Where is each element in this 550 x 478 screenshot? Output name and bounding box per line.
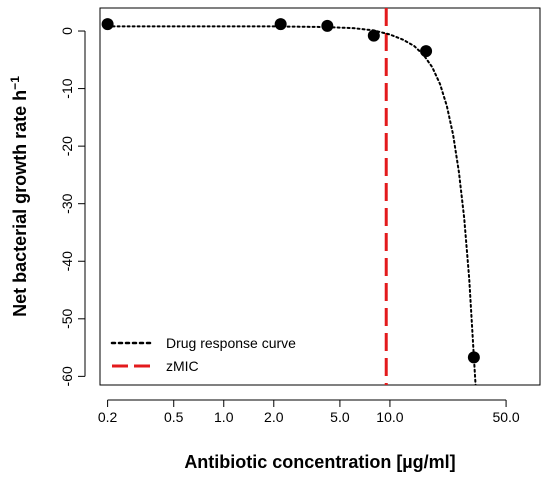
x-tick-label: 5.0	[330, 409, 350, 425]
legend-label-zmic: zMIC	[166, 358, 199, 374]
data-point	[467, 351, 480, 364]
y-tick-label: -30	[59, 193, 75, 213]
y-tick-label: 0	[59, 27, 75, 35]
x-tick-label: 0.2	[98, 409, 118, 425]
y-tick-label: -20	[59, 136, 75, 156]
x-tick-label: 0.5	[164, 409, 184, 425]
x-tick-label: 1.0	[214, 409, 234, 425]
x-tick-label: 50.0	[492, 409, 519, 425]
data-point	[420, 45, 433, 58]
data-point	[321, 19, 334, 32]
legend: Drug response curve zMIC	[110, 335, 296, 374]
data-point	[367, 29, 380, 42]
data-point	[101, 18, 114, 31]
y-axis-title: Net bacterial growth rate h−1	[8, 76, 30, 317]
y-tick-label: -60	[59, 366, 75, 386]
data-point	[274, 18, 287, 31]
y-tick-label: -50	[59, 308, 75, 328]
y-axis-title-main: Net bacterial growth rate h	[10, 90, 30, 317]
x-tick-label: 2.0	[264, 409, 284, 425]
drug-response-curve	[106, 25, 477, 385]
x-axis: 0.2 0.5 1.0 2.0 5.0 10.0 50.0	[98, 399, 520, 425]
y-tick-label: -40	[59, 251, 75, 271]
x-tick-label: 10.0	[376, 409, 403, 425]
y-tick-label: -10	[59, 78, 75, 98]
x-axis-title: Antibiotic concentration [µg/ml]	[184, 452, 455, 472]
legend-label-drug-response-curve: Drug response curve	[166, 335, 296, 351]
plot-frame	[99, 7, 541, 386]
y-axis-title-superscript: −1	[8, 76, 22, 90]
y-axis: 0 -10 -20 -30 -40 -50 -60	[59, 27, 86, 386]
plot-area	[99, 7, 541, 386]
data-layer	[101, 8, 480, 385]
